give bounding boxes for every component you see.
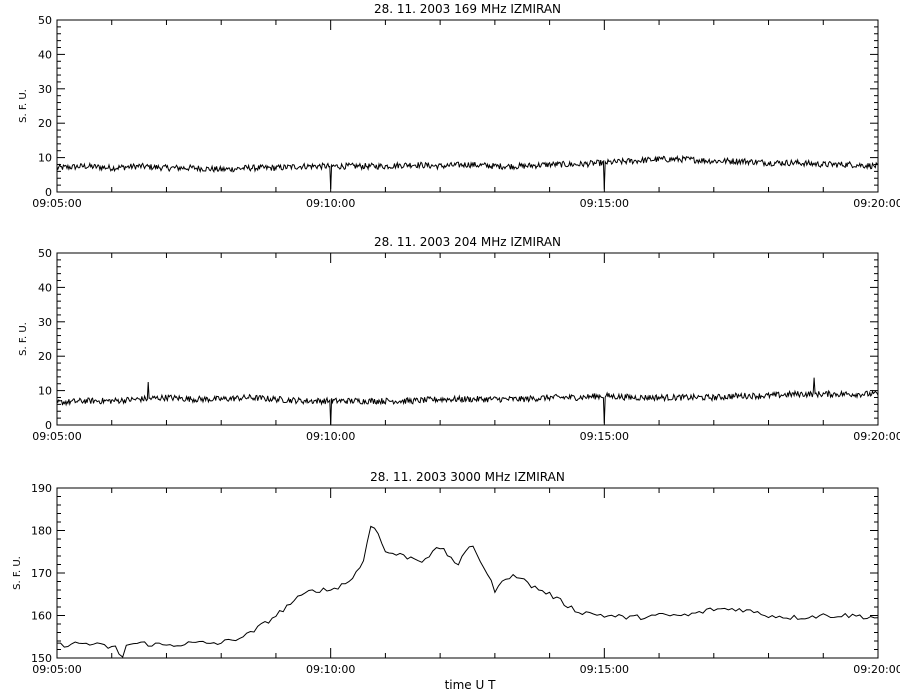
y-tick-label: 10 <box>38 152 52 165</box>
y-tick-label: 20 <box>38 350 52 363</box>
plot-frame <box>56 252 879 426</box>
x-tick-label: 09:10:00 <box>306 430 355 443</box>
y-tick-label: 190 <box>31 482 52 495</box>
x-tick-label: 09:10:00 <box>306 663 355 676</box>
chart-title: 28. 11. 2003 3000 MHz IZMIRAN <box>370 470 565 484</box>
x-tick-label: 09:20:00 <box>853 430 900 443</box>
y-tick-label: 30 <box>38 83 52 96</box>
y-tick-label: 150 <box>31 652 52 665</box>
x-tick-label: 09:05:00 <box>32 197 81 210</box>
x-tick-label: 09:20:00 <box>853 663 900 676</box>
y-axis-label: S. F. U. <box>18 322 29 356</box>
x-tick-label: 09:15:00 <box>580 197 629 210</box>
chart-title: 28. 11. 2003 204 MHz IZMIRAN <box>374 235 561 249</box>
x-tick-label: 09:20:00 <box>853 197 900 210</box>
y-tick-label: 10 <box>38 385 52 398</box>
y-tick-label: 50 <box>38 14 52 27</box>
x-tick-label: 09:15:00 <box>580 430 629 443</box>
y-axis-label: S. F. U. <box>12 556 23 590</box>
y-tick-label: 50 <box>38 247 52 260</box>
series-line-1 <box>56 154 879 190</box>
y-tick-label: 20 <box>38 117 52 130</box>
chart-title: 28. 11. 2003 169 MHz IZMIRAN <box>374 2 561 16</box>
y-tick-label: 40 <box>38 281 52 294</box>
x-tick-label: 09:15:00 <box>580 663 629 676</box>
y-tick-label: 160 <box>31 610 52 623</box>
plot-frame <box>56 19 879 193</box>
series-line-1 <box>57 525 879 658</box>
chart-panel-1: 28. 11. 2003 169 MHz IZMIRAN S. F. U. 0 10 2… <box>18 2 900 210</box>
y-tick-label: 0 <box>45 186 52 199</box>
chart-panel-3: 28. 11. 2003 3000 MHz IZMIRAN S. F. U. 150… <box>12 470 900 676</box>
y-tick-label: 170 <box>31 567 52 580</box>
chart-panel-2: 28. 11. 2003 204 MHz IZMIRAN S. F. U. 0 10 2… <box>18 235 900 443</box>
y-tick-label: 0 <box>45 419 52 432</box>
x-tick-label: 09:05:00 <box>32 430 81 443</box>
y-tick-label: 30 <box>38 316 52 329</box>
x-tick-label: 09:05:00 <box>32 663 81 676</box>
y-tick-label: 40 <box>38 48 52 61</box>
series-line-1 <box>56 377 879 426</box>
y-axis-label: S. F. U. <box>18 89 29 123</box>
y-tick-label: 180 <box>31 525 52 538</box>
x-tick-label: 09:10:00 <box>306 197 355 210</box>
x-axis-label: time U T <box>445 678 497 692</box>
